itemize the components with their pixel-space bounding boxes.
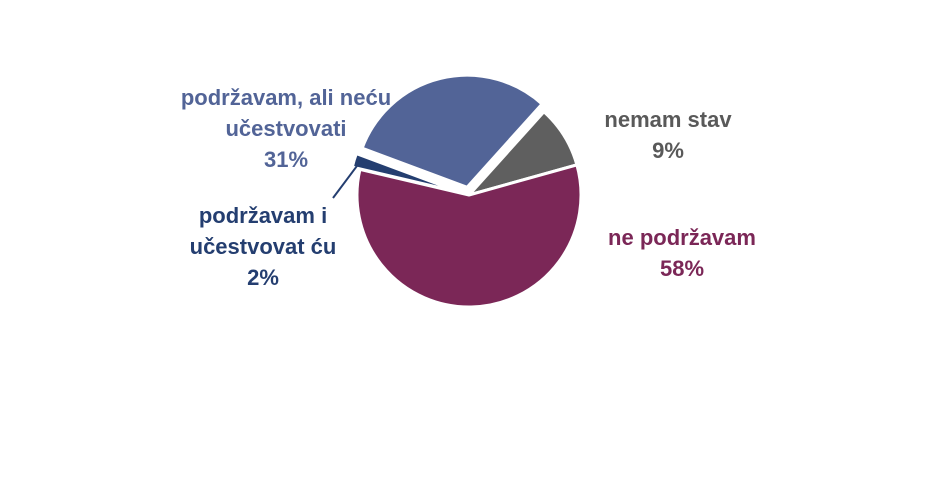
data-label-ne-podrzavam: ne podržavam 58% [582,222,782,284]
pie-slice-1 [355,163,583,309]
slice-value-label: 31% [263,147,309,172]
pie-slice-3 [360,73,544,189]
pie-slices [350,73,583,309]
leader-line-slice-3 [332,161,361,199]
slice-label-line: nemam stav [604,107,732,132]
slice-label-line: podržavam i [198,203,328,228]
slice-label-line: učestvovati [225,116,347,141]
slice-label-line: podržavam, ali neću [180,85,392,110]
data-label-podrzavam-ali-necu-ucestvovati: podržavam, ali neću učestvovati 31% [156,82,416,175]
pie-slice-2 [350,152,463,195]
slice-value-label: 2% [247,265,279,290]
slice-label-line: učestvovat ću [189,234,337,259]
slice-label-line: ne podržavam [608,225,756,250]
slice-value-label: 58% [659,256,705,281]
data-label-podrzavam-i-ucestvovat-cu: podržavam i učestvovat ću 2% [158,200,368,293]
data-label-nemam-stav: nemam stav 9% [578,104,758,166]
slice-value-label: 9% [652,138,684,163]
